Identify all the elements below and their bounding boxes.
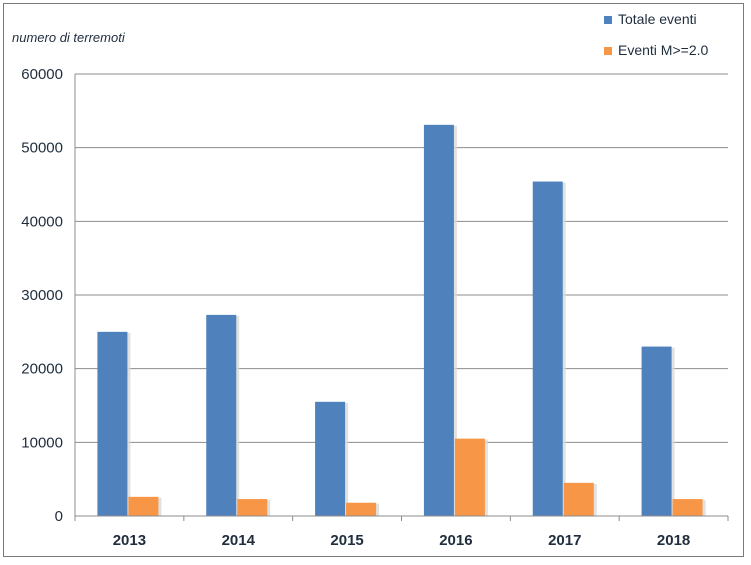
x-tick-label: 2017	[548, 532, 581, 549]
y-tick-label: 30000	[21, 287, 63, 304]
bar-2015-m2	[346, 502, 377, 516]
x-tick-label: 2013	[113, 532, 146, 549]
y-tick-label: 10000	[21, 434, 63, 451]
bar-2017-m2	[563, 482, 594, 516]
y-tick-label: 0	[55, 508, 63, 525]
y-tick-labels: 0 10000 20000 30000 40000 50000 60000	[21, 66, 63, 525]
x-tick-label: 2018	[657, 532, 690, 549]
bar-2017-totale	[532, 181, 563, 516]
bar-2015-totale	[315, 401, 346, 516]
x-tick-label: 2014	[222, 532, 256, 549]
legend-swatch	[604, 16, 612, 24]
y-tick-label: 20000	[21, 361, 63, 378]
y-tick-label: 60000	[21, 66, 63, 83]
y-axis-label: numero di terremoti	[12, 30, 126, 45]
bar-2013-totale	[97, 331, 128, 516]
x-tick-labels: 2013 2014 2015 2016 2017 2018	[113, 532, 691, 549]
gridlines	[75, 73, 728, 443]
bar-2018-m2	[672, 499, 703, 516]
bar-2016-totale	[423, 124, 454, 516]
x-tick-label: 2016	[439, 532, 472, 549]
bar-2013-m2	[128, 496, 159, 516]
y-tick-label: 50000	[21, 140, 63, 157]
legend: Totale eventi Eventi M>=2.0	[604, 11, 708, 58]
bar-2014-totale	[206, 314, 237, 516]
axes	[74, 74, 729, 521]
bar-2016-m2	[454, 438, 485, 516]
legend-label: Totale eventi	[618, 11, 697, 27]
bar-2014-m2	[237, 499, 268, 516]
legend-swatch	[604, 47, 612, 55]
bars	[97, 124, 706, 516]
y-tick-label: 40000	[21, 213, 63, 230]
x-tick-label: 2015	[330, 532, 363, 549]
bar-2018-totale	[641, 346, 672, 516]
legend-label: Eventi M>=2.0	[618, 42, 708, 58]
